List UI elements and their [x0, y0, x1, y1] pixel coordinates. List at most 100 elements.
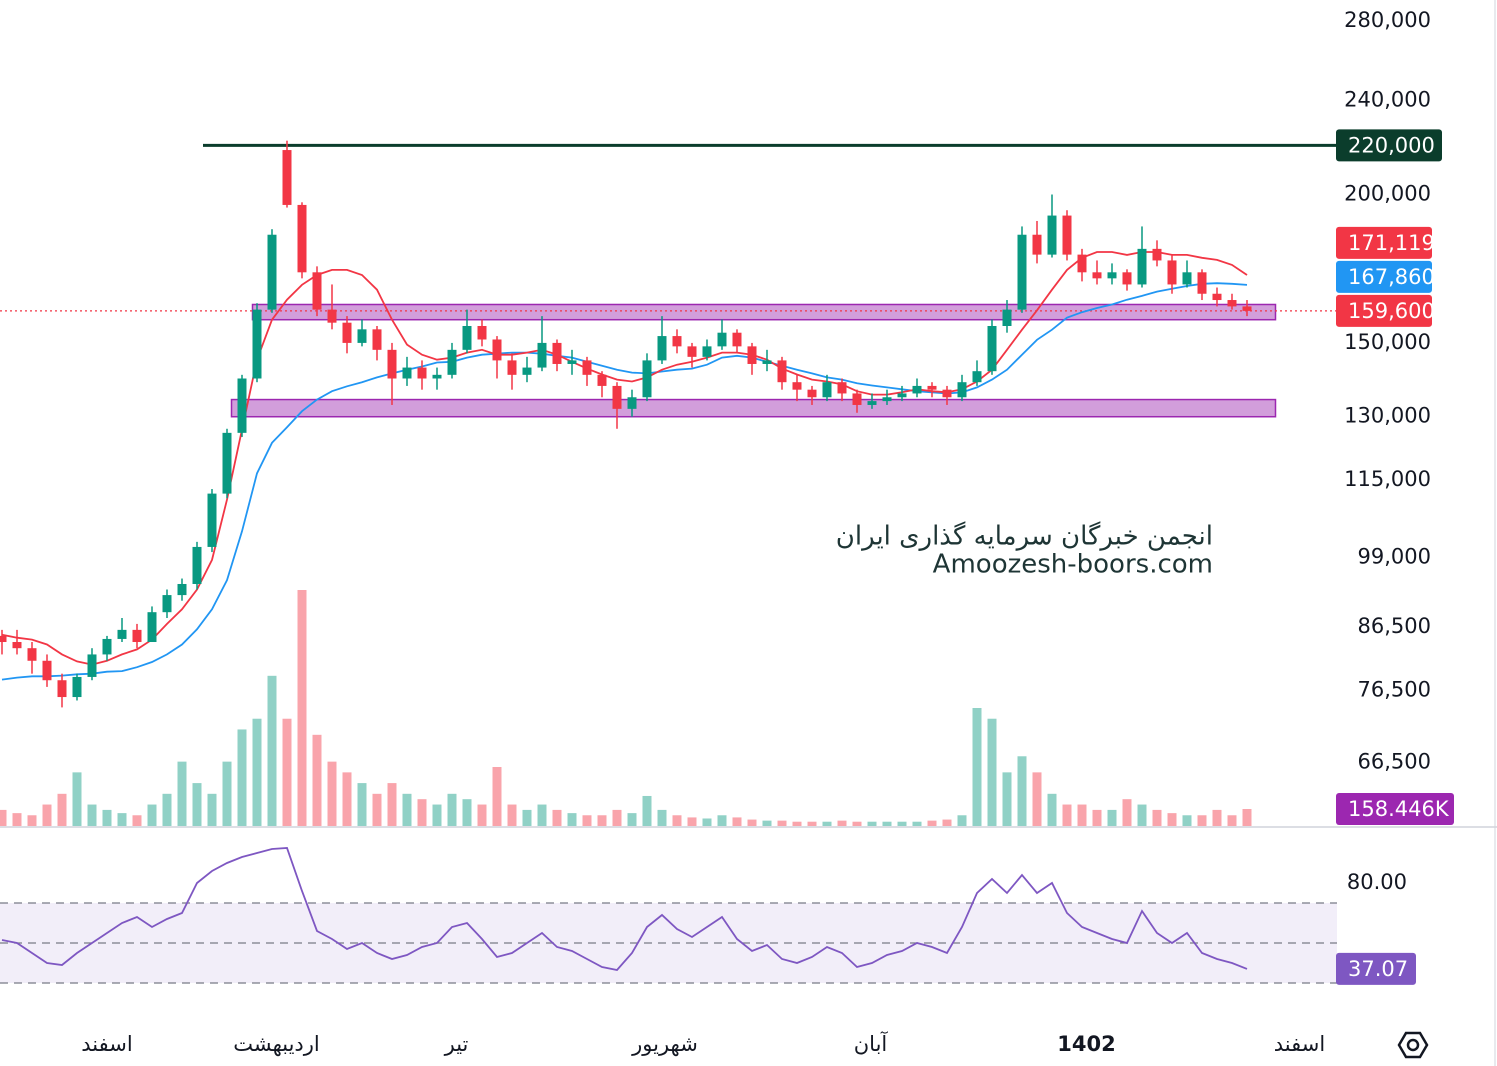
candle-body — [912, 385, 922, 394]
candle-body — [792, 382, 802, 390]
volume-bar — [702, 818, 712, 826]
candle-body — [1152, 248, 1162, 261]
x-tick-label: اسفند — [81, 1032, 132, 1056]
candle-body — [552, 342, 562, 364]
volume-bar — [87, 804, 97, 826]
rsi-line — [1, 847, 1248, 971]
volume-bar — [12, 813, 22, 826]
x-tick-label: تیر — [444, 1032, 469, 1056]
volume-bar — [342, 772, 352, 826]
candle-body — [72, 676, 82, 698]
candle-body — [147, 612, 157, 643]
candle-body — [732, 332, 742, 347]
volume-bar — [72, 772, 82, 826]
volume-bar — [1107, 809, 1117, 826]
candle-body — [432, 374, 442, 379]
candle-body — [1002, 309, 1012, 326]
candle-body — [1032, 234, 1042, 255]
candle-body — [747, 346, 757, 364]
candle-body — [1122, 272, 1132, 285]
candle-body — [807, 389, 817, 398]
resistance-label: 220,000 — [1336, 129, 1442, 162]
volume-bar — [57, 793, 67, 826]
volume-bar — [747, 819, 757, 826]
candle-body — [507, 360, 517, 375]
candle-body — [327, 309, 337, 323]
candle-body — [972, 371, 982, 383]
volume-bar — [327, 761, 337, 826]
volume-bar — [1182, 815, 1192, 826]
candle-body — [0, 635, 7, 643]
candle-body — [177, 583, 187, 596]
candle-body — [612, 385, 622, 409]
volume-bar — [1197, 815, 1207, 826]
volume-bar — [522, 809, 532, 826]
candle-body — [957, 382, 967, 398]
candle-body — [417, 367, 427, 379]
volume-bar — [792, 821, 802, 826]
volume-bar — [507, 804, 517, 826]
candle-body — [342, 322, 352, 343]
volume-bar — [312, 734, 322, 826]
volume-bar — [1017, 756, 1027, 826]
volume-bar — [957, 815, 967, 826]
watermark: Amoozesh-boors.com — [933, 550, 1213, 580]
candle-body — [1242, 306, 1252, 311]
candle-body — [237, 378, 247, 433]
candle-body — [762, 360, 772, 364]
volume-bar — [897, 821, 907, 826]
candle-body — [357, 329, 367, 343]
candle-body — [1077, 254, 1087, 273]
price-label-box — [1336, 793, 1454, 826]
volume-bar — [177, 761, 187, 826]
x-tick-label: اردیبهشت — [233, 1032, 320, 1056]
candle-body — [1107, 272, 1117, 279]
y-tick-label: 99,000 — [1358, 544, 1431, 568]
candle-body — [87, 654, 97, 677]
volume-bar — [687, 817, 697, 826]
volume-bar — [1032, 772, 1042, 826]
x-tick-label: شهریور — [631, 1032, 698, 1056]
x-tick-label: اسفند — [1274, 1032, 1325, 1056]
volume-bar — [882, 821, 892, 826]
x-tick-label: آبان — [854, 1031, 889, 1056]
candle-body — [1047, 215, 1057, 255]
settings-icon[interactable] — [1397, 1031, 1429, 1059]
y-tick-label: 115,000 — [1344, 467, 1431, 491]
volume-bar — [252, 718, 262, 826]
candle-body — [57, 680, 67, 698]
volume-bar — [1152, 809, 1162, 826]
volume-bar — [0, 809, 7, 826]
price-label: 167,860.415 — [1348, 265, 1482, 289]
volume-bar — [1047, 793, 1057, 826]
candle-body — [567, 360, 577, 364]
volume-bar — [1242, 809, 1252, 826]
candle-body — [42, 660, 52, 681]
volume-bar — [867, 821, 877, 826]
candle-body — [942, 389, 952, 398]
rsi-label: 37.07 — [1336, 952, 1416, 985]
candle-body — [132, 629, 142, 643]
candle-body — [162, 595, 172, 613]
candle-body — [252, 309, 262, 379]
candle-body — [462, 325, 472, 350]
price-label: 158.446K — [1348, 797, 1450, 821]
volume-bar — [1137, 804, 1147, 826]
volume-bar — [267, 675, 277, 826]
candle-body — [27, 648, 37, 661]
candle-body — [192, 546, 202, 584]
volume-bar — [147, 804, 157, 826]
volume-bar — [582, 815, 592, 826]
candle-body — [582, 360, 592, 375]
volume-bar — [117, 813, 127, 826]
candle-body — [1137, 248, 1147, 285]
volume-bar — [777, 820, 787, 826]
y-tick-label: 200,000 — [1344, 182, 1431, 206]
candle-body — [492, 339, 502, 361]
y-tick-label: 66,500 — [1358, 750, 1431, 774]
candle-body — [657, 336, 667, 361]
candle-body — [522, 367, 532, 375]
price-zone — [251, 303, 1277, 321]
candle-body — [1197, 272, 1207, 294]
y-tick-label: 280,000 — [1344, 8, 1431, 32]
